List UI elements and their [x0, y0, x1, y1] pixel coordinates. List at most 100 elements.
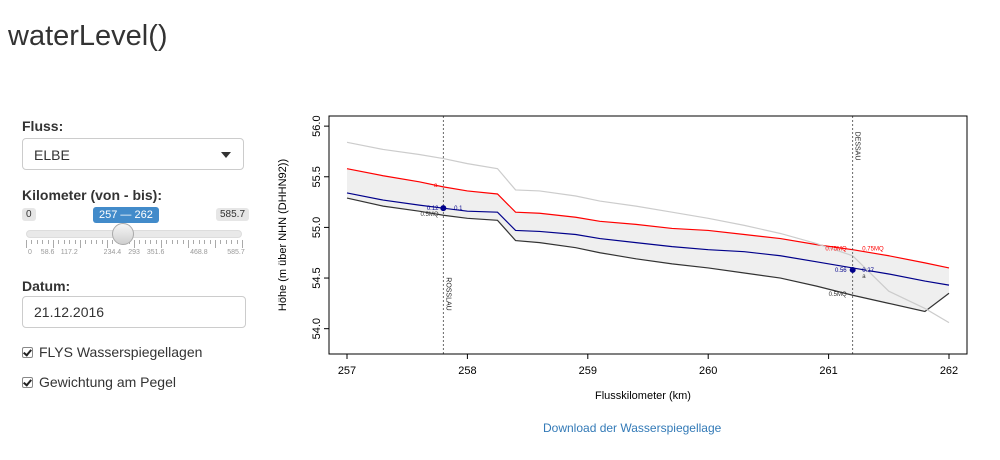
slider-tick: [47, 240, 49, 244]
km-max-badge: 585.7: [216, 208, 250, 221]
gauge-point: [440, 205, 447, 212]
page-title: waterLevel(): [8, 20, 168, 52]
slider-tick-label: 234.4: [103, 249, 122, 256]
checkbox-checked-icon[interactable]: [22, 347, 33, 358]
slider-tick-label: 293: [128, 249, 140, 256]
slider-tick: [171, 240, 173, 244]
series-line: [346, 192, 950, 286]
slider-tick: [96, 240, 98, 244]
annotation-label: 0.75MQ: [825, 247, 847, 253]
slider-tick-label: 585.7: [227, 249, 245, 256]
slider-handle[interactable]: [112, 223, 134, 245]
annotation-label: 0.27: [862, 268, 874, 274]
x-tick-label: 262: [940, 365, 958, 377]
slider-tick: [101, 240, 103, 244]
slider-tick: [182, 240, 184, 244]
annotation-label: a: [862, 274, 866, 280]
x-axis-label: Flusskilometer (km): [595, 390, 691, 402]
slider-tick: [63, 240, 65, 244]
slider-tick: [80, 240, 81, 248]
slider-tick: [31, 240, 33, 244]
slider-tick: [166, 240, 168, 244]
chevron-down-icon: [221, 152, 231, 158]
series-line: [346, 168, 950, 269]
x-tick-label: 259: [579, 365, 597, 377]
x-tick-label: 258: [458, 365, 476, 377]
annotation-label: 0.5MQ: [420, 212, 438, 218]
slider-tick: [90, 240, 92, 244]
slider-ticks: [26, 240, 243, 248]
annotation-label: 0.1: [454, 206, 463, 212]
series-line: [346, 141, 950, 324]
slider-tick: [204, 240, 206, 244]
km-min-badge: 0: [22, 208, 36, 221]
gauge-point: [849, 266, 856, 273]
slider-tick: [150, 240, 152, 244]
checkbox-checked-icon[interactable]: [22, 377, 33, 388]
river-select-value: ELBE: [34, 147, 70, 163]
annotation-label: 0.75MQ: [862, 247, 884, 253]
annotation-label: 0.56: [835, 268, 847, 274]
download-link[interactable]: Download der Wasserspiegellage: [543, 421, 722, 435]
flys-checkbox-label: FLYS Wasserspiegellagen: [39, 344, 203, 360]
slider-tick: [69, 240, 71, 244]
slider-track[interactable]: [26, 230, 242, 238]
slider-tick: [26, 240, 27, 248]
slider-tick: [36, 240, 38, 244]
weighting-checkbox[interactable]: Gewichtung am Pegel: [22, 374, 176, 390]
gauge-label: DESSAU: [854, 132, 861, 161]
plot-svg: ROSSLAU DESSAU a 0.12 0.1 0.5MQ 0.75MQ 0.75MQ 0.…: [277, 115, 968, 402]
sidebar: Fluss: ELBE Kilometer (von - bis): 0 257…: [0, 0, 260, 460]
slider-tick: [42, 240, 44, 244]
slider-tick: [161, 240, 162, 248]
slider-tick: [225, 240, 227, 244]
date-input[interactable]: 21.12.2016: [22, 296, 246, 328]
slider-tick: [53, 240, 54, 248]
slider-tick: [188, 240, 189, 248]
slider-tick: [220, 240, 222, 244]
y-tick-label: 55.0: [311, 217, 323, 238]
plot-box: [328, 115, 968, 355]
x-tick-label: 257: [338, 365, 356, 377]
annotation-label: 0.5MQ: [829, 292, 847, 298]
km-range-slider[interactable]: 0 257 — 262 585.7 0 58.6 117.2 234.4 293 351.…: [22, 206, 250, 262]
date-label: Datum:: [22, 278, 71, 294]
band-area: [347, 168, 949, 312]
slider-tick-label: 117.2: [60, 249, 78, 256]
slider-tick: [236, 240, 238, 244]
slider-tick: [193, 240, 195, 244]
annotation-label: 0.12: [427, 206, 439, 212]
gauge-label: ROSSLAU: [444, 277, 451, 310]
slider-tick: [242, 240, 243, 248]
slider-tick-label: 0: [28, 249, 32, 256]
slider-tick: [85, 240, 87, 244]
slider-tick: [107, 240, 108, 248]
slider-tick-label: 58.6: [40, 249, 55, 256]
slider-tick: [209, 240, 211, 244]
y-tick-label: 55.5: [311, 166, 323, 187]
series-line: [346, 197, 950, 313]
flys-checkbox[interactable]: FLYS Wasserspiegellagen: [22, 344, 202, 360]
km-selected-badge: 257 — 262: [93, 207, 159, 223]
river-label: Fluss:: [22, 118, 64, 134]
slider-tick: [74, 240, 76, 244]
y-tick-label: 54.0: [311, 318, 323, 339]
weighting-checkbox-label: Gewichtung am Pegel: [39, 374, 176, 390]
slider-tick: [139, 240, 141, 244]
slider-tick: [112, 240, 114, 244]
water-level-plot: ROSSLAU DESSAU a 0.12 0.1 0.5MQ 0.75MQ 0.75MQ 0.…: [270, 108, 980, 418]
slider-tick: [155, 240, 157, 244]
slider-tick: [231, 240, 233, 244]
y-tick-label: 56.0: [311, 115, 323, 136]
x-tick-label: 260: [699, 365, 717, 377]
slider-tick-label: 351.6: [146, 249, 165, 256]
y-tick-label: 54.5: [311, 267, 323, 288]
slider-tick: [215, 240, 216, 248]
slider-tick: [177, 240, 179, 244]
km-label: Kilometer (von - bis):: [22, 187, 163, 203]
river-select[interactable]: ELBE: [22, 138, 244, 170]
slider-tick: [144, 240, 146, 244]
x-tick-label: 261: [819, 365, 837, 377]
slider-tick-label: 468.8: [190, 249, 208, 256]
slider-tick: [134, 240, 135, 248]
